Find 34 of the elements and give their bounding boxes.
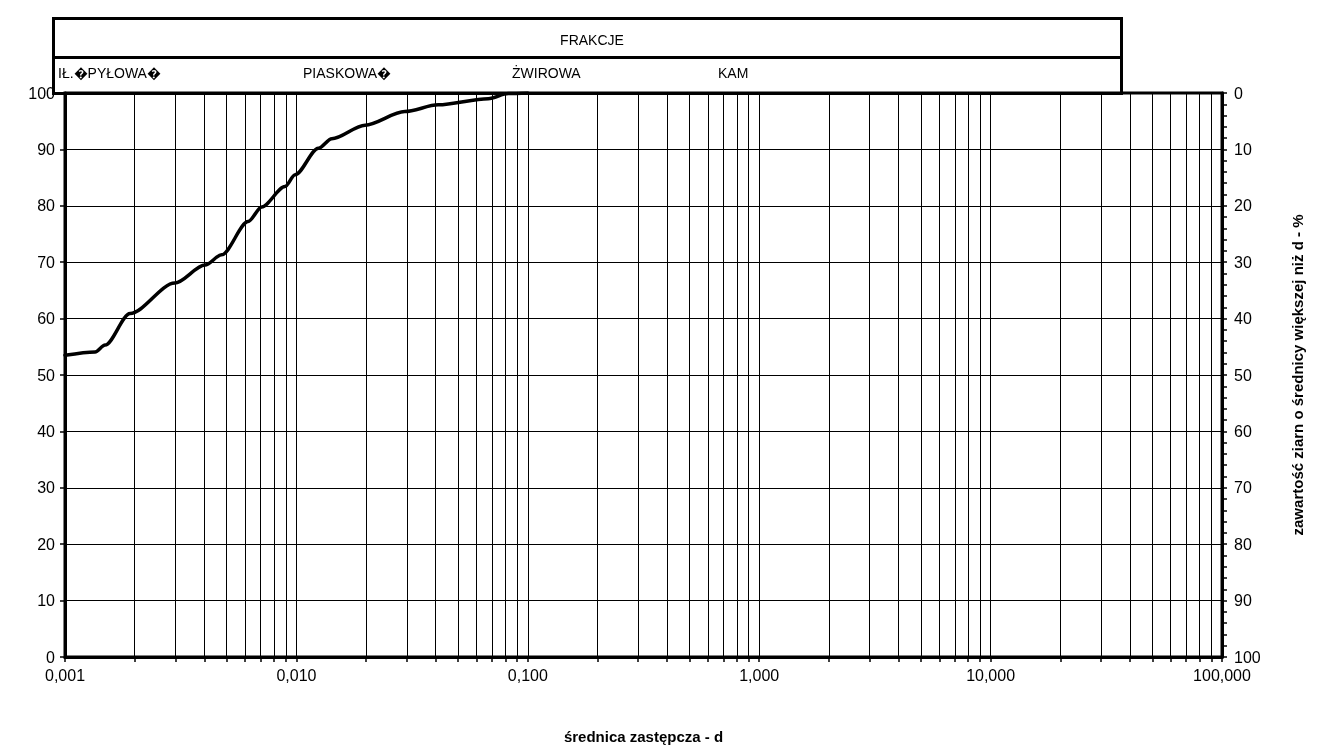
y2-tick-label: 0 [1234,84,1243,102]
y2-tick-label: 40 [1234,310,1252,328]
text: ŻWIROWA [512,64,582,81]
x-tick-label: 1,000 [739,666,780,684]
x-axis-title: średnica zastępcza - d [563,728,724,745]
y2-tick-label: 60 [1234,422,1252,440]
y2-tick-label: 10 [1234,140,1252,158]
y-tick-label: 40 [37,422,56,440]
x-tick-label: 100,000 [1193,666,1252,684]
y-tick-label: 80 [37,197,56,215]
x-tick-label: 0,001 [44,666,86,684]
x-tick-label: 0,100 [507,666,548,684]
y2-tick-label: 70 [1234,479,1252,497]
y-tick-label: 30 [37,479,56,497]
y2-tick-label: 30 [1234,253,1252,271]
y2-tick-label: 50 [1234,366,1252,384]
y2-tick-label: 80 [1234,535,1252,553]
y-tick-label: 90 [37,140,56,158]
y2-tick-label: 100 [1234,648,1261,666]
y2-tick-label: 90 [1234,592,1252,610]
text: IŁ.�PYŁOWA� [58,65,161,81]
y2-tick-label: 20 [1234,197,1252,215]
y-tick-label: 50 [37,366,56,384]
chart-title: FRAKCJE [560,32,624,48]
y-tick-label: 20 [37,535,56,553]
x-tick-label: 0,010 [276,666,317,684]
x-tick-label: 10,000 [966,666,1016,684]
y-tick-label: 10 [37,592,56,610]
text: KAM [718,65,749,81]
text: PIASKOWA� [303,65,392,81]
y-tick-label: 60 [37,310,56,328]
y-tick-label: 0 [46,648,56,666]
y2-axis-title: zawartość ziarn o średnicy większej niż d - % [1289,214,1306,536]
y-tick-label: 70 [37,253,56,271]
